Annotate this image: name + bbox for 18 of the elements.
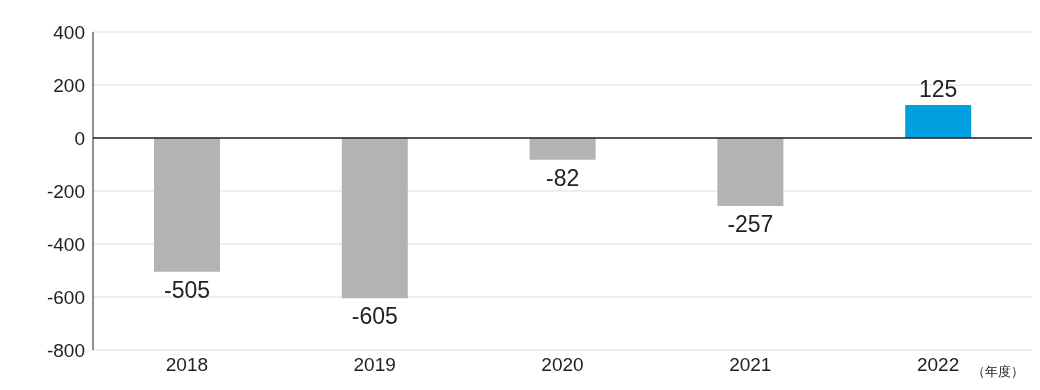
x-tick-label: 2020	[541, 354, 584, 376]
y-tick-label: -200	[46, 180, 85, 202]
x-tick-label: 2018	[165, 354, 209, 376]
x-tick-label: 2019	[353, 354, 396, 376]
y-tick-label: -600	[46, 286, 85, 308]
data-label: -257	[727, 211, 774, 238]
y-tick-label: 400	[53, 21, 85, 43]
data-label: -82	[545, 164, 580, 191]
y-tick-label: 200	[53, 74, 85, 96]
y-tick-label: -800	[46, 339, 85, 361]
y-tick-label: 0	[74, 127, 85, 149]
x-tick-label: 2022	[916, 354, 960, 376]
data-label: -505	[163, 276, 211, 303]
data-label: 125	[919, 75, 958, 102]
data-label: -605	[351, 303, 398, 330]
y-tick-label: -400	[46, 233, 85, 255]
x-axis-title: （年度）	[972, 364, 1024, 379]
x-tick-label: 2021	[729, 354, 772, 376]
